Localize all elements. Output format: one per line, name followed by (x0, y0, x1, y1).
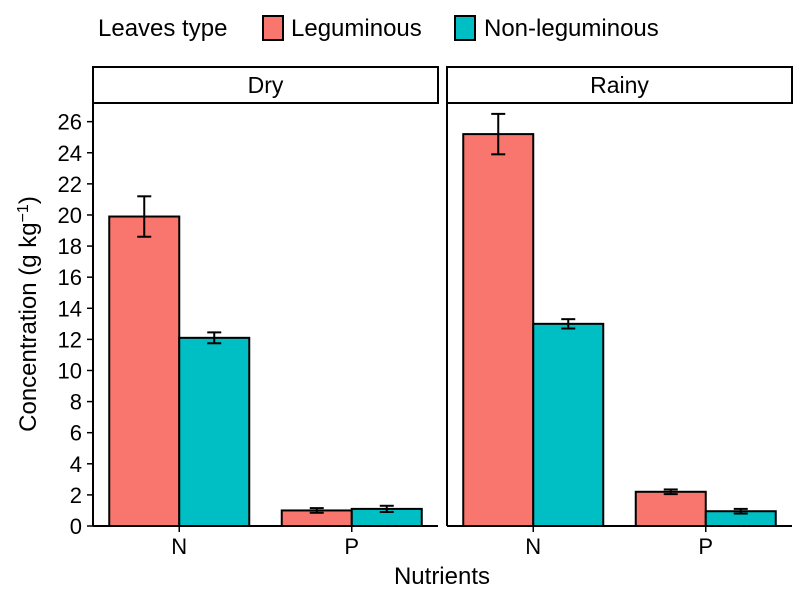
y-tick-label: 10 (58, 358, 82, 383)
x-axis-title: Nutrients (394, 563, 490, 590)
y-tick-label: 4 (70, 452, 82, 477)
legend-swatch-non-leguminous (454, 15, 476, 41)
strip-rainy (446, 66, 793, 104)
y-tick-label: 18 (58, 234, 82, 259)
legend-label-non-leguminous: Non-leguminous (484, 15, 659, 42)
legend-label-leguminous: Leguminous (291, 15, 422, 42)
x-tick-label-n: N (171, 534, 187, 559)
y-tick-label: 14 (58, 296, 82, 321)
legend-swatch-leguminous (262, 15, 284, 41)
y-tick-label: 12 (58, 327, 82, 352)
y-tick-label: 8 (70, 390, 82, 415)
bar-dry-n-non-leguminous (178, 336, 251, 527)
y-tick-label: 6 (70, 421, 82, 446)
x-tick-label-p: P (344, 534, 359, 559)
x-tick-label-n: N (525, 534, 541, 559)
y-tick-label: 26 (58, 110, 82, 135)
bar-rainy-p-leguminous (634, 490, 707, 528)
y-tick-label: 22 (58, 172, 82, 197)
y-tick-label: 16 (58, 265, 82, 290)
bar-rainy-n-non-leguminous (532, 322, 605, 527)
x-tick-label-p: P (698, 534, 713, 559)
y-tick-label: 2 (70, 483, 82, 508)
legend: Leaves type Leguminous Non-leguminous (98, 15, 659, 42)
strip-dry (92, 66, 439, 104)
y-axis-title: Concentration (g kg−1) (15, 196, 42, 432)
bar-rainy-n-leguminous (462, 133, 535, 527)
y-tick-label: 24 (58, 141, 82, 166)
y-tick-label: 0 (70, 514, 82, 539)
strip-label-dry: Dry (248, 72, 284, 98)
bar-dry-n-leguminous (108, 215, 181, 528)
strip-label-rainy: Rainy (590, 72, 649, 98)
legend-title: Leaves type (98, 15, 227, 42)
y-tick-label: 20 (58, 203, 82, 228)
